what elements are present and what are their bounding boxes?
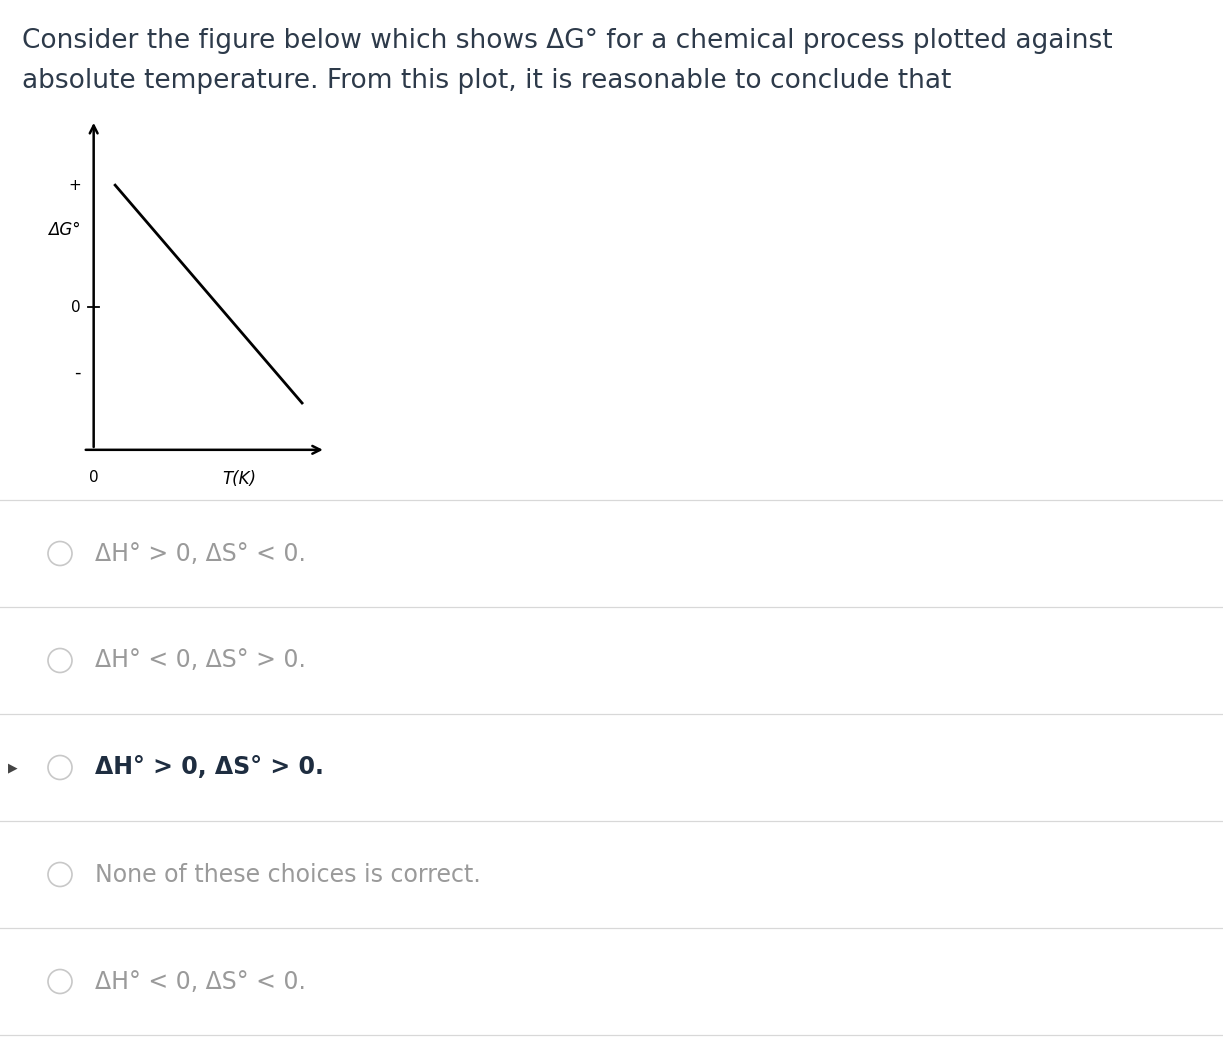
- Text: +: +: [68, 177, 81, 192]
- Text: ΔH° > 0, ΔS° < 0.: ΔH° > 0, ΔS° < 0.: [95, 542, 306, 566]
- Text: absolute temperature. From this plot, it is reasonable to conclude that: absolute temperature. From this plot, it…: [22, 68, 951, 94]
- Text: ΔH° > 0, ΔS° > 0.: ΔH° > 0, ΔS° > 0.: [95, 755, 324, 779]
- Text: T(K): T(K): [223, 470, 257, 488]
- Text: ▶: ▶: [9, 761, 17, 774]
- Text: ΔG°: ΔG°: [48, 221, 81, 239]
- Text: ΔH° < 0, ΔS° < 0.: ΔH° < 0, ΔS° < 0.: [95, 969, 306, 994]
- Text: 0: 0: [71, 300, 81, 315]
- Text: ΔH° < 0, ΔS° > 0.: ΔH° < 0, ΔS° > 0.: [95, 648, 306, 673]
- Text: None of these choices is correct.: None of these choices is correct.: [95, 863, 481, 886]
- Text: Consider the figure below which shows ΔG° for a chemical process plotted against: Consider the figure below which shows ΔG…: [22, 29, 1113, 54]
- Text: 0: 0: [89, 470, 99, 485]
- Text: -: -: [75, 363, 81, 381]
